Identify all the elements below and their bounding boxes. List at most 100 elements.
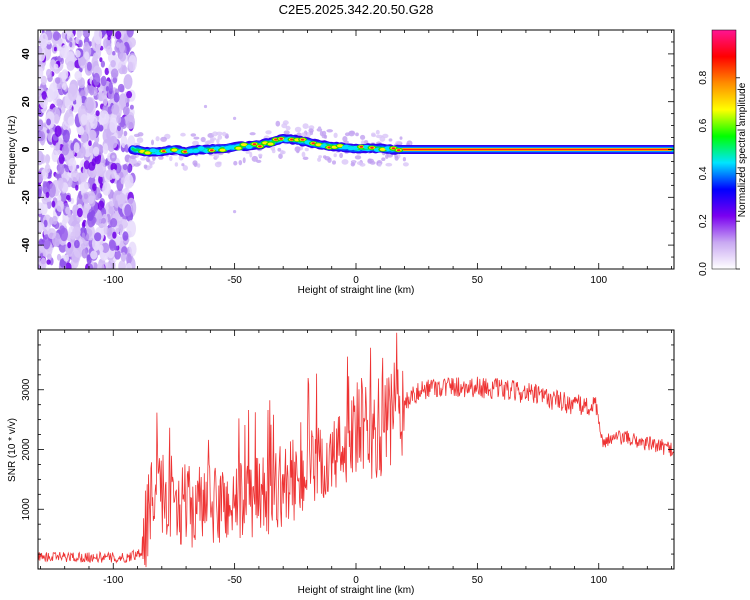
ridge-halo (281, 123, 288, 129)
noise-blob (108, 206, 114, 215)
noise-blob (101, 242, 110, 254)
noise-blob (88, 129, 97, 141)
noise-blob (108, 82, 114, 92)
noise-blob (99, 110, 110, 125)
ridge-blob-red (396, 149, 401, 152)
noise-blob (71, 249, 81, 264)
ridge-blob-yellow (219, 148, 226, 152)
noise-blob (76, 95, 82, 107)
ridge-halo (371, 133, 377, 138)
ridge-halo (322, 155, 327, 159)
noise-blob (65, 262, 72, 269)
noise-blob (61, 145, 69, 156)
ridge-halo (360, 134, 366, 140)
spectrogram-xlabel: Height of straight line (km) (298, 285, 415, 296)
ridge-halo (385, 162, 393, 167)
ridge-halo (136, 137, 144, 144)
noise-blob (88, 146, 94, 154)
ridge-halo (278, 153, 283, 159)
noise-blob (95, 110, 100, 117)
noise-blob (112, 231, 117, 239)
ridge-halo (354, 155, 362, 160)
noise-blob (92, 146, 100, 157)
noise-blob (122, 164, 128, 171)
ridge-halo (326, 129, 334, 133)
ridge-halo (149, 163, 153, 169)
ridge-blob-yellow (379, 147, 386, 151)
noise-blob (61, 69, 69, 80)
ridge-halo (348, 130, 355, 137)
ridge-halo (275, 120, 281, 127)
noise-blob (67, 241, 72, 249)
ridge-halo (140, 157, 147, 161)
ridge-blob-red (183, 150, 187, 153)
y-tick-label: -40 (21, 237, 32, 252)
ridge-halo (319, 130, 324, 137)
noise-blob (99, 244, 104, 253)
x-tick-label: -100 (103, 575, 123, 586)
noise-blob (40, 75, 47, 86)
ridge-halo (299, 145, 304, 151)
noise-blob (54, 173, 59, 179)
noise-blob (83, 202, 91, 214)
noise-blob (126, 90, 133, 99)
ridge-halo (222, 131, 227, 137)
noise-blob (102, 128, 111, 143)
noise-blob (46, 68, 52, 78)
noise-blob (38, 119, 44, 131)
x-tick-label: -50 (227, 275, 242, 286)
ridge-blob-red (300, 138, 305, 141)
noise-blob (110, 60, 116, 68)
ridge-halo (174, 162, 179, 167)
noise-blob (115, 174, 120, 181)
noise-blob (42, 181, 51, 195)
ridge-halo (169, 155, 173, 162)
ridge-halo (151, 139, 154, 146)
ridge-halo (143, 164, 148, 169)
noise-blob (59, 225, 65, 235)
noise-blob (86, 61, 92, 71)
ridge-halo (233, 160, 238, 166)
noise-blob (112, 50, 116, 56)
noise-blob (38, 222, 45, 232)
snr-axes: -100 -50 0 50 100 1000 2000 3000 (21, 329, 674, 586)
noise-blob (125, 114, 135, 130)
ridge-halo (359, 162, 366, 167)
noise-blob (54, 125, 62, 137)
noise-blob (127, 37, 136, 48)
ridge-halo (145, 156, 150, 163)
ridge-halo (133, 133, 141, 138)
noise-blob (125, 102, 130, 107)
noise-blob (45, 154, 51, 162)
ridge-halo (256, 159, 262, 163)
noise-blob (47, 39, 51, 45)
ridge-halo (332, 160, 336, 165)
noise-blob (122, 106, 130, 116)
noise-blob (51, 200, 56, 208)
noise-blob (97, 262, 105, 269)
noise-blob (40, 257, 47, 269)
stray-dot (203, 104, 208, 109)
ridge-halo (251, 155, 258, 162)
ridge-halo (294, 126, 302, 133)
ridge-halo (190, 133, 197, 137)
noise-blob (90, 116, 98, 130)
y-tick-label: 3000 (21, 378, 32, 401)
noise-blob (61, 44, 70, 59)
colorbar-ticks: 0.0 0.2 0.4 0.6 0.8 (698, 70, 740, 276)
ridge-halo (216, 161, 222, 165)
ridge-halo (178, 155, 184, 161)
ridge-blob-cyan (192, 148, 200, 153)
noise-blob (46, 253, 52, 261)
y-tick-label: 20 (21, 96, 32, 108)
stray-dot (233, 210, 237, 214)
ridge-halo (399, 136, 403, 140)
noise-blob (56, 98, 62, 106)
noise-blob (67, 83, 78, 102)
noise-blob (120, 177, 126, 185)
ridge-blob-yellow (235, 146, 242, 150)
x-tick-label: -50 (227, 575, 242, 586)
ridge-halo (301, 151, 306, 158)
